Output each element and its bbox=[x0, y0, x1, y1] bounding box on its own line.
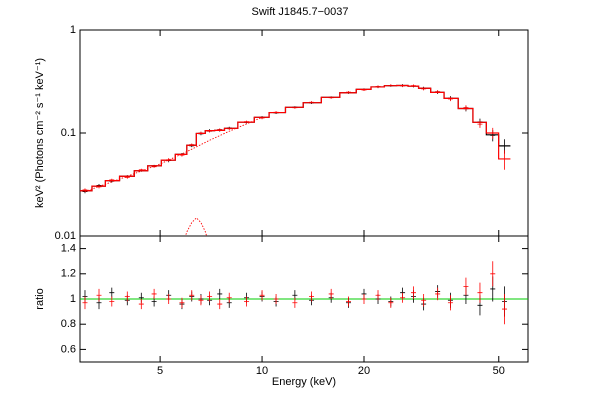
data-point bbox=[244, 296, 250, 307]
plot-area bbox=[80, 261, 528, 325]
data-point bbox=[463, 105, 469, 111]
data-point bbox=[477, 282, 483, 303]
data-point bbox=[435, 287, 441, 301]
component-line bbox=[184, 217, 208, 236]
data-point bbox=[109, 296, 115, 307]
data-point bbox=[138, 299, 144, 310]
y-tick-label: 1.2 bbox=[61, 268, 76, 280]
data-point bbox=[447, 96, 453, 102]
data-point bbox=[259, 290, 265, 301]
x-tick-label: 20 bbox=[358, 365, 370, 377]
x-tick-label: 5 bbox=[157, 365, 163, 377]
model-line bbox=[80, 84, 511, 192]
data-point bbox=[217, 299, 223, 310]
data-point bbox=[421, 293, 427, 307]
data-point bbox=[189, 290, 195, 301]
data-point bbox=[151, 288, 157, 299]
component-line bbox=[84, 116, 263, 192]
data-point bbox=[447, 295, 453, 311]
y-tick-label: 1 bbox=[70, 24, 76, 36]
chart-title: Swift J1845.7−0037 bbox=[252, 6, 349, 18]
y-tick-label: 1 bbox=[70, 293, 76, 305]
y-tick-label: 1.4 bbox=[61, 243, 76, 255]
data-point bbox=[328, 288, 334, 299]
y-tick-label: 0.1 bbox=[61, 127, 76, 139]
plot-area bbox=[80, 84, 511, 236]
data-point bbox=[124, 291, 130, 302]
data-point bbox=[361, 293, 367, 305]
data-point bbox=[502, 293, 508, 325]
y-tick-label: 0.01 bbox=[55, 230, 76, 242]
data-point bbox=[96, 288, 102, 302]
data-point bbox=[273, 293, 279, 305]
x-axis-label: Energy (keV) bbox=[272, 376, 336, 388]
x-tick-label: 10 bbox=[256, 365, 268, 377]
plot-frame bbox=[79, 29, 529, 237]
data-point bbox=[309, 291, 315, 302]
data-point bbox=[226, 292, 232, 303]
y-tick-label: 0.8 bbox=[61, 318, 76, 330]
y-axis-label: keV² (Photons cm⁻² s⁻¹ keV⁻¹) bbox=[34, 58, 46, 208]
data-point bbox=[490, 261, 496, 287]
y-tick-label: 0.6 bbox=[61, 343, 76, 355]
data-point bbox=[463, 277, 469, 296]
data-point bbox=[346, 296, 351, 307]
data-point bbox=[410, 286, 416, 299]
data-point bbox=[375, 290, 381, 301]
y-axis-label: ratio bbox=[34, 288, 46, 309]
data-point bbox=[388, 297, 394, 308]
data-point bbox=[179, 297, 185, 308]
data-point bbox=[502, 150, 508, 170]
data-point bbox=[109, 287, 115, 298]
x-tick-label: 50 bbox=[493, 365, 505, 377]
data-point bbox=[217, 288, 223, 299]
data-point bbox=[82, 296, 88, 310]
data-point bbox=[292, 297, 298, 308]
data-point bbox=[207, 291, 213, 302]
model-line bbox=[80, 84, 511, 192]
data-point bbox=[400, 292, 406, 303]
data-point bbox=[198, 295, 204, 306]
data-point bbox=[166, 293, 172, 305]
